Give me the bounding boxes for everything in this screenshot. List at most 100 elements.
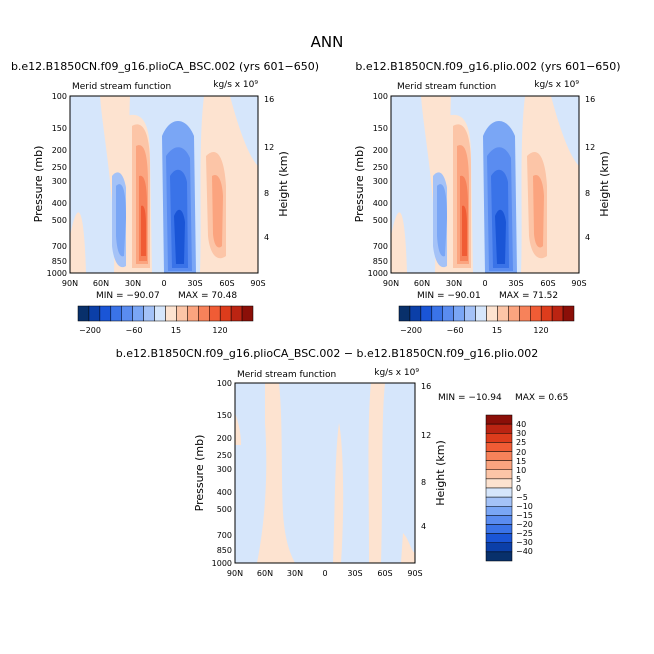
y-tick-label: 250 [52, 163, 67, 172]
colorbar-swatch [187, 305, 199, 322]
colorbar-swatch [485, 451, 513, 461]
colorbar-swatch [540, 305, 553, 322]
y-tick-label: 100 [217, 379, 232, 388]
colorbar-swatch [530, 305, 542, 322]
colorbar-label: −200 [79, 326, 101, 335]
y-tick-label: 500 [52, 216, 67, 225]
x-tick-label: 60N [257, 569, 273, 578]
y-tick-label: 400 [217, 488, 232, 497]
y-tick-label: 700 [217, 531, 232, 540]
colorbar-swatch [485, 515, 513, 525]
y2-tick-label: 12 [585, 143, 595, 152]
y-tick-label: 1000 [368, 269, 388, 278]
y-tick-label: 150 [52, 124, 67, 133]
y2-tick-label: 16 [421, 382, 431, 391]
colorbar-swatch [198, 305, 210, 322]
figure-title: ANN [311, 33, 344, 51]
panel-3-y2label: Height (km) [434, 440, 447, 506]
y-tick-label: 300 [52, 177, 67, 186]
y2-tick-label: 4 [421, 522, 426, 531]
colorbar-label: −10 [516, 502, 533, 511]
colorbar-label: 20 [516, 448, 526, 457]
colorbar-swatch [241, 305, 254, 322]
panel-1-colorbar-labels: −200 −60 15 120 [79, 326, 228, 335]
y2-tick-label: 8 [421, 478, 426, 487]
panel-1-min: MIN = −90.07 [96, 291, 160, 301]
colorbar-swatch [485, 414, 513, 425]
y-tick-label: 1000 [212, 559, 232, 568]
panel-1-ylabel: Pressure (mb) [32, 146, 45, 223]
y-tick-label: 200 [217, 434, 232, 443]
colorbar-swatch [475, 305, 487, 322]
colorbar-swatch [486, 305, 498, 322]
colorbar-label: 0 [516, 484, 521, 493]
colorbar-label: 120 [533, 326, 548, 335]
panel-3-colorbar-labels: 40 30 25 20 15 10 5 0 −5 −10 −15 −20 −25… [516, 420, 533, 556]
colorbar-swatch [485, 460, 513, 470]
y2-tick-label: 16 [264, 95, 274, 104]
y-tick-label: 850 [52, 257, 67, 266]
colorbar-label: 15 [171, 326, 181, 335]
colorbar-swatch [209, 305, 221, 322]
panel-2-x-ticks: 90N 60N 30N 0 30S 60S 90S [383, 279, 587, 288]
x-tick-label: 60S [540, 279, 555, 288]
panel-2-y2label: Height (km) [598, 151, 611, 217]
y2-tick-label: 8 [264, 189, 269, 198]
x-tick-label: 90N [62, 279, 78, 288]
x-tick-label: 60N [414, 279, 430, 288]
colorbar-swatch [485, 423, 513, 434]
colorbar-label: −25 [516, 529, 533, 538]
panel-3-colorbar [485, 414, 513, 562]
colorbar-label: −15 [516, 511, 533, 520]
x-tick-label: 30S [347, 569, 362, 578]
panel-1-colorbar [77, 305, 254, 322]
y-tick-label: 850 [217, 546, 232, 555]
panel-2-y2-ticks: 16 12 8 4 [585, 95, 595, 242]
colorbar-swatch [551, 305, 564, 322]
y-tick-label: 400 [52, 199, 67, 208]
colorbar-swatch [485, 542, 513, 553]
panel-2: b.e12.B1850CN.f09_g16.plio.002 (yrs 601−… [353, 60, 621, 335]
colorbar-swatch [143, 305, 155, 322]
x-tick-label: 90S [407, 569, 422, 578]
panel-1-plot [69, 95, 259, 274]
x-tick-label: 90S [250, 279, 265, 288]
colorbar-label: 40 [516, 420, 526, 429]
x-tick-label: 0 [161, 279, 166, 288]
panel-1-y2-ticks: 16 12 8 4 [264, 95, 274, 242]
panel-2-max: MAX = 71.52 [499, 291, 558, 301]
colorbar-swatch [230, 305, 243, 322]
colorbar-swatch [176, 305, 188, 322]
y-tick-label: 300 [373, 177, 388, 186]
colorbar-swatch [485, 533, 513, 543]
y2-tick-label: 4 [585, 233, 590, 242]
y-tick-label: 200 [373, 146, 388, 155]
colorbar-label: −60 [447, 326, 464, 335]
x-tick-label: 90N [227, 569, 243, 578]
panel-2-colorbar [398, 305, 575, 322]
colorbar-swatch [431, 305, 443, 322]
panel-2-colorbar-labels: −200 −60 15 120 [400, 326, 549, 335]
panel-1-y2label: Height (km) [277, 151, 290, 217]
colorbar-swatch [88, 305, 101, 322]
panel-1-max: MAX = 70.48 [178, 291, 237, 301]
colorbar-swatch [132, 305, 144, 322]
x-tick-label: 30N [125, 279, 141, 288]
y-tick-label: 100 [373, 92, 388, 101]
y-tick-label: 300 [217, 465, 232, 474]
colorbar-swatch [519, 305, 531, 322]
panel-3-y2-ticks: 16 12 8 4 [421, 382, 431, 531]
x-tick-label: 90N [383, 279, 399, 288]
panel-1-subtitle: Merid stream function [72, 82, 171, 92]
x-tick-label: 60S [377, 569, 392, 578]
colorbar-swatch [485, 478, 513, 489]
colorbar-swatch [453, 305, 465, 322]
panel-1-y-ticks: 100 150 200 250 300 400 500 700 850 1000 [47, 92, 67, 278]
panel-3-y-ticks: 100 150 200 250 300 400 500 700 850 1000 [212, 379, 232, 568]
colorbar-label: 10 [516, 466, 526, 475]
colorbar-swatch [464, 305, 476, 322]
colorbar-label: −30 [516, 538, 533, 547]
x-tick-label: 0 [322, 569, 327, 578]
colorbar-swatch [110, 305, 122, 322]
